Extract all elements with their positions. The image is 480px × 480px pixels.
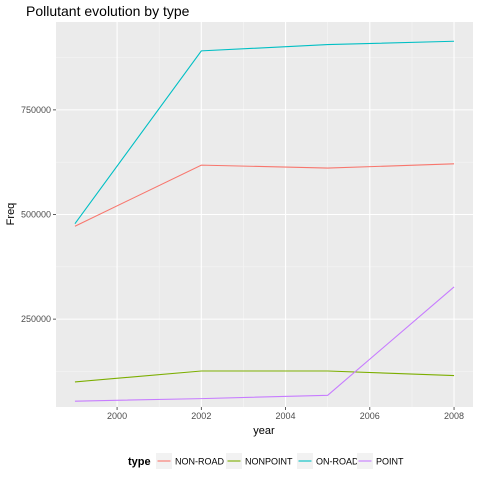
series-lines [74, 40, 455, 402]
legend-label: POINT [376, 457, 404, 467]
y-tick-label: 500000 [21, 210, 51, 220]
legend-label: NONPOINT [245, 457, 293, 467]
y-axis-title: Freq [5, 203, 17, 226]
series-line-point [74, 286, 455, 402]
x-axis-title: year [253, 425, 275, 437]
legend-item-on-road: ON-ROAD [297, 453, 359, 469]
x-tick-label: 2000 [107, 411, 127, 421]
x-tick-label: 2008 [444, 411, 464, 421]
legend: type NON-ROAD NONPOINT ON-ROAD POINT [128, 453, 404, 469]
major-gridlines [56, 22, 473, 407]
series-line-on-road [74, 40, 455, 225]
legend-label: ON-ROAD [316, 457, 359, 467]
legend-item-point: POINT [357, 453, 404, 469]
chart-title: Pollutant evolution by type [26, 3, 190, 19]
x-tick-label: 2002 [191, 411, 211, 421]
legend-title: type [128, 456, 151, 468]
x-tick-label: 2006 [360, 411, 380, 421]
legend-label: NON-ROAD [175, 457, 224, 467]
y-axis: 250000 500000 750000 [21, 105, 56, 324]
x-tick-label: 2004 [276, 411, 296, 421]
x-axis: 2000 2002 2004 2006 2008 [107, 407, 464, 421]
legend-item-non-road: NON-ROAD [156, 453, 224, 469]
series-line-nonpoint [74, 370, 455, 383]
series-line-non-road [74, 163, 455, 227]
legend-items: NON-ROAD NONPOINT ON-ROAD POINT [156, 453, 404, 469]
legend-item-nonpoint: NONPOINT [226, 453, 293, 469]
y-tick-label: 250000 [21, 314, 51, 324]
y-tick-label: 750000 [21, 105, 51, 115]
